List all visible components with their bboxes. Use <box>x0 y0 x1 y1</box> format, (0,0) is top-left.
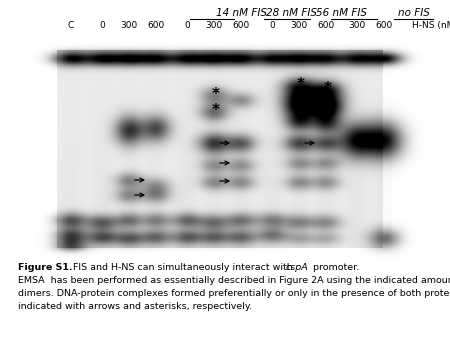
Text: 0: 0 <box>184 21 190 30</box>
Text: *: * <box>297 107 305 122</box>
Text: 600: 600 <box>148 21 165 30</box>
Text: 14 nM FIS: 14 nM FIS <box>216 8 266 18</box>
Text: no FIS: no FIS <box>398 8 430 18</box>
Text: 300: 300 <box>205 21 223 30</box>
Text: cspA: cspA <box>286 263 309 272</box>
Text: indicated with arrows and asterisks, respectively.: indicated with arrows and asterisks, res… <box>18 302 252 311</box>
Text: *: * <box>212 102 220 118</box>
Text: 300: 300 <box>290 21 308 30</box>
Text: H-NS (nM): H-NS (nM) <box>412 21 450 30</box>
Text: dimers. DNA-protein complexes formed preferentially or only in the presence of b: dimers. DNA-protein complexes formed pre… <box>18 289 450 298</box>
Text: promoter.: promoter. <box>310 263 359 272</box>
Text: Figure S1.: Figure S1. <box>18 263 73 272</box>
Text: 300: 300 <box>348 21 365 30</box>
Text: 600: 600 <box>375 21 392 30</box>
Text: 600: 600 <box>232 21 250 30</box>
Text: EMSA  has been performed as essentially described in Figure 2A using the indicat: EMSA has been performed as essentially d… <box>18 276 450 285</box>
Text: 0: 0 <box>99 21 105 30</box>
Text: *: * <box>324 80 332 96</box>
Text: *: * <box>212 87 220 101</box>
Text: *: * <box>297 94 305 108</box>
Text: 28 nM FIS: 28 nM FIS <box>266 8 316 18</box>
Text: *: * <box>297 77 305 93</box>
Text: 0: 0 <box>269 21 275 30</box>
Text: 600: 600 <box>317 21 335 30</box>
Text: FIS and H-NS can simultaneously interact with: FIS and H-NS can simultaneously interact… <box>70 263 296 272</box>
Text: 56 nM FIS: 56 nM FIS <box>316 8 368 18</box>
Text: 300: 300 <box>121 21 138 30</box>
Text: C: C <box>68 21 74 30</box>
